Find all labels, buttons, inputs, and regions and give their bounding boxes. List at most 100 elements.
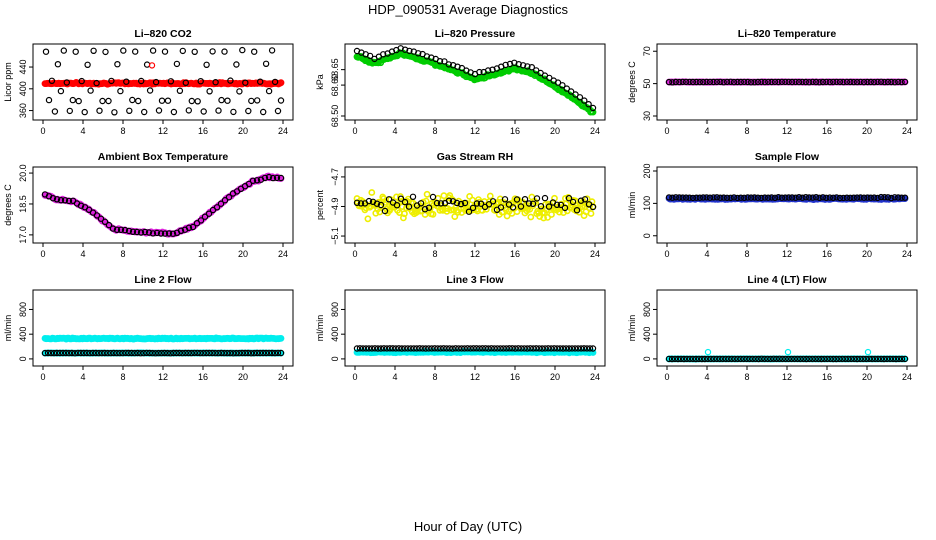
y-tick-label: 0 xyxy=(330,356,340,361)
x-tick-label: 0 xyxy=(664,126,669,136)
x-tick-label: 12 xyxy=(470,249,480,259)
data-point xyxy=(530,345,537,352)
data-point xyxy=(826,78,834,86)
data-point xyxy=(669,79,676,86)
data-point xyxy=(819,194,827,201)
data-point xyxy=(274,349,282,357)
data-point xyxy=(874,194,881,202)
y-axis-label: kPa xyxy=(315,74,325,90)
data-point xyxy=(42,48,50,55)
x-tick-label: 20 xyxy=(862,372,872,382)
data-point xyxy=(506,345,513,352)
data-point xyxy=(425,345,432,352)
data-point xyxy=(203,349,210,357)
data-point xyxy=(706,194,714,201)
data-point xyxy=(788,78,796,86)
data-point xyxy=(809,355,816,363)
panel-2: Li–820 Temperature 0 4 8 12 16 20 24 30 50 70 degre… xyxy=(627,28,918,136)
data-point xyxy=(449,345,456,352)
x-tick-label: 4 xyxy=(704,126,709,136)
data-point xyxy=(97,215,105,222)
x-tick-label: 20 xyxy=(862,126,872,136)
data-point xyxy=(500,345,507,352)
data-point xyxy=(901,355,909,363)
data-point xyxy=(840,194,847,202)
data-point xyxy=(589,345,597,352)
data-point xyxy=(235,349,243,357)
x-tick-label: 12 xyxy=(782,372,792,382)
data-point xyxy=(437,200,445,207)
data-point xyxy=(141,228,149,236)
panel-title: Sample Flow xyxy=(755,151,820,163)
data-point xyxy=(215,107,222,114)
data-point xyxy=(158,349,165,357)
data-point xyxy=(737,78,745,86)
data-point xyxy=(696,78,704,86)
data-point xyxy=(854,355,861,363)
data-point xyxy=(580,345,588,352)
data-point xyxy=(734,355,741,363)
data-point xyxy=(568,345,576,352)
data-point xyxy=(51,108,59,115)
data-point xyxy=(809,78,816,86)
data-point xyxy=(795,193,803,201)
data-point xyxy=(686,78,693,86)
data-point xyxy=(268,349,276,357)
data-point xyxy=(167,350,174,357)
data-point xyxy=(200,108,207,115)
data-point xyxy=(703,78,710,86)
data-point xyxy=(452,345,459,352)
points-layer xyxy=(665,348,909,363)
data-point xyxy=(816,78,823,86)
y-tick-label: 0 xyxy=(642,233,652,238)
data-point xyxy=(167,78,175,85)
data-point xyxy=(434,345,441,352)
data-point xyxy=(143,349,150,357)
data-point xyxy=(119,349,126,357)
data-point xyxy=(720,78,727,86)
data-point xyxy=(99,97,106,105)
x-tick-label: 8 xyxy=(744,249,749,259)
data-point xyxy=(723,78,731,86)
y-tick-label: 400 xyxy=(642,327,652,342)
y-tick-label: 18.5 xyxy=(18,195,28,213)
y-tick-label: 20.0 xyxy=(18,164,28,182)
data-point xyxy=(677,355,685,363)
data-point xyxy=(682,78,690,86)
data-point xyxy=(669,194,676,201)
data-point xyxy=(419,345,426,352)
data-point xyxy=(122,349,129,357)
data-point xyxy=(95,349,103,357)
data-point xyxy=(164,349,171,357)
data-point xyxy=(519,62,527,69)
data-point xyxy=(113,226,121,233)
x-tick-label: 24 xyxy=(278,126,288,136)
x-tick-label: 24 xyxy=(590,372,600,382)
data-point xyxy=(778,194,786,201)
data-point xyxy=(137,229,145,236)
data-point xyxy=(407,345,414,352)
panel-title: Gas Stream RH xyxy=(437,151,513,163)
data-point xyxy=(734,78,741,86)
x-tick-label: 16 xyxy=(510,249,520,259)
data-point xyxy=(126,107,133,115)
data-point xyxy=(461,199,469,207)
data-point xyxy=(751,78,758,86)
data-point xyxy=(265,87,273,95)
data-point xyxy=(888,78,895,86)
data-point xyxy=(72,48,79,55)
data-point xyxy=(853,194,861,201)
data-point xyxy=(220,349,228,357)
data-point xyxy=(486,192,494,200)
data-point xyxy=(546,74,553,82)
y-tick-label: 30 xyxy=(642,111,652,121)
data-point xyxy=(770,355,777,362)
data-point xyxy=(111,109,118,116)
data-point xyxy=(400,210,408,218)
x-tick-label: 0 xyxy=(352,126,357,136)
data-point xyxy=(437,345,444,352)
data-point xyxy=(857,194,864,201)
data-point xyxy=(668,355,676,363)
data-point xyxy=(741,78,748,86)
